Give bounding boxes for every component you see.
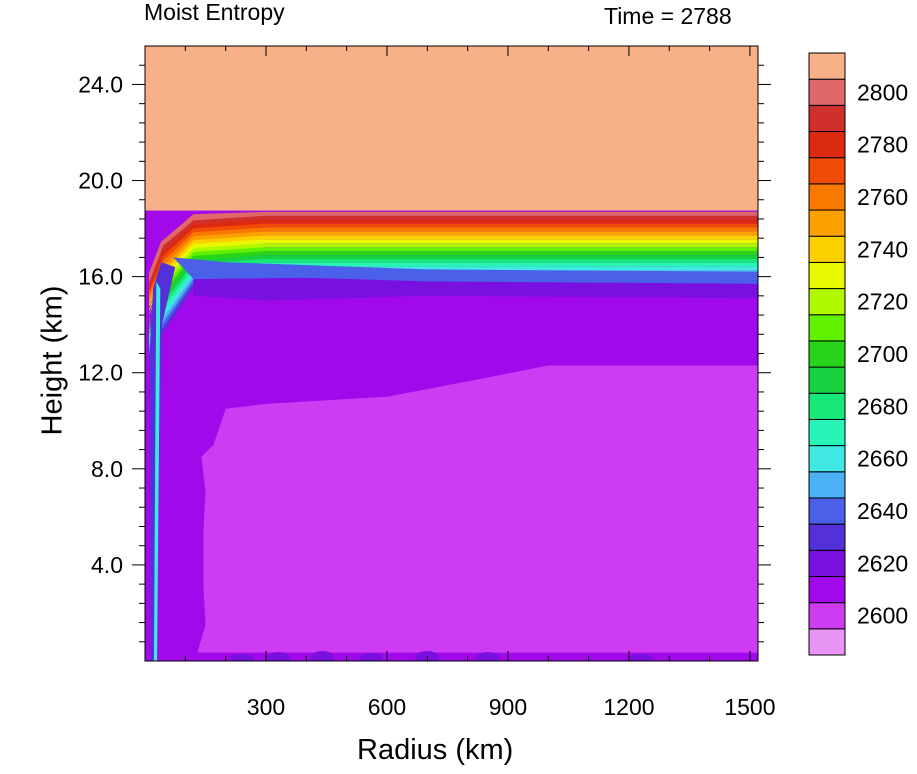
colorbar-label: 2720 <box>857 289 908 315</box>
colorbar-swatch <box>808 418 846 447</box>
colorbar-label: 2640 <box>857 498 908 524</box>
contour-band-2790 <box>149 215 758 287</box>
contour-band-2730 <box>149 239 758 311</box>
y-tick-label: 24.0 <box>78 71 123 97</box>
contour-field <box>145 46 758 661</box>
contour-band-2720 <box>149 243 758 315</box>
eyewall-inner <box>153 281 161 661</box>
surface-blob <box>229 654 254 661</box>
y-tick-label: 20.0 <box>78 168 123 194</box>
colorbar-swatch <box>808 575 846 604</box>
axes: 300 600 900 1200 1500 4.0 8.0 12.0 16.0 20.0 24.0 <box>78 46 776 720</box>
colorbar-label: 2780 <box>857 132 908 158</box>
surface-blob <box>358 653 383 661</box>
colorbar-swatch <box>808 78 846 106</box>
colorbar-swatch <box>808 445 846 473</box>
colorbar: 2600 2620 2640 2660 2680 2700 2720 2740 2760 2780… <box>808 52 908 656</box>
colorbar-swatch <box>808 471 846 499</box>
colorbar-label: 2760 <box>857 184 908 210</box>
contour-band-2800 <box>149 211 758 283</box>
contour-band-2780 <box>149 219 758 291</box>
colorbar-label: 2600 <box>857 603 908 629</box>
y-tick-label: 12.0 <box>78 360 123 386</box>
contour-band-2710 <box>149 247 758 320</box>
colorbar-swatch <box>808 366 846 394</box>
region-lower-troposphere <box>197 365 758 653</box>
surface-blob <box>266 652 291 661</box>
x-tick-label: 600 <box>368 694 406 720</box>
colorbar-swatch <box>808 549 846 577</box>
contour-band-2760 <box>149 227 758 299</box>
contour-band-2700 <box>149 251 758 325</box>
surface-blob <box>629 654 654 661</box>
surface-blob <box>475 652 500 661</box>
colorbar-label: 2620 <box>857 550 908 576</box>
colorbar-label: 2700 <box>857 341 908 367</box>
colorbar-swatch <box>808 314 846 342</box>
chart-title: Moist Entropy <box>144 0 285 25</box>
y-tick-label: 4.0 <box>91 552 123 578</box>
colorbar-swatch <box>808 628 846 656</box>
colorbar-swatch <box>808 52 846 80</box>
colorbar-swatch <box>808 209 846 237</box>
colorbar-swatch <box>808 523 846 551</box>
time-label: Time = 2788 <box>604 3 732 29</box>
colorbar-swatch <box>808 497 846 525</box>
colorbar-swatch <box>808 131 846 159</box>
region-tropopause-upper <box>173 257 758 284</box>
contour-band-2770 <box>149 223 758 295</box>
contour-band-2740 <box>149 235 758 307</box>
colorbar-swatch <box>808 602 846 630</box>
colorbar-label: 2660 <box>857 446 908 472</box>
colorbar-swatch <box>808 261 846 290</box>
y-axis-label: Height (km) <box>36 285 69 436</box>
surface-blob <box>310 651 335 661</box>
y-tick-label: 8.0 <box>91 456 123 482</box>
colorbar-label: 2740 <box>857 236 908 262</box>
colorbar-label: 2680 <box>857 393 908 419</box>
colorbar-swatch <box>808 288 846 316</box>
x-tick-label: 300 <box>247 694 285 720</box>
x-axis-label: Radius (km) <box>357 734 514 766</box>
colorbar-swatch <box>808 392 846 420</box>
x-tick-label: 1200 <box>603 694 654 720</box>
region-tropopause <box>193 277 758 301</box>
colorbar-swatch <box>808 104 846 133</box>
x-tick-label: 900 <box>489 694 527 720</box>
region-stratosphere <box>145 46 758 211</box>
colorbar-swatch <box>808 235 846 263</box>
x-tick-label: 1500 <box>724 694 775 720</box>
y-tick-label: 16.0 <box>78 264 123 290</box>
colorbar-label: 2800 <box>857 79 908 105</box>
colorbar-swatch <box>808 157 846 185</box>
colorbar-swatch <box>808 340 846 368</box>
colorbar-swatch <box>808 183 846 211</box>
contour-band-2750 <box>149 231 758 303</box>
